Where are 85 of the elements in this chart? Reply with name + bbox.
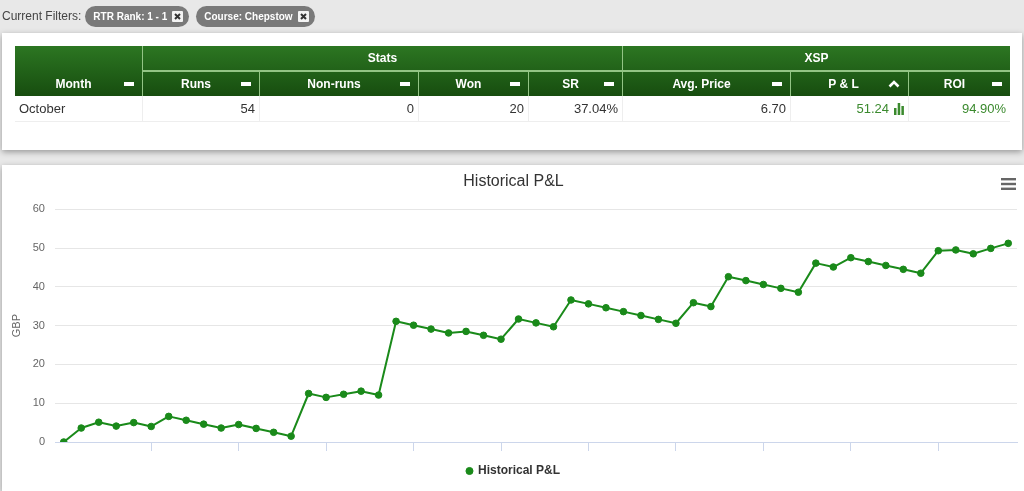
filter-chip: RTR Rank: 1 - 1 — [85, 5, 190, 27]
point — [654, 315, 663, 324]
text: 6.70 — [760, 101, 786, 116]
point — [777, 284, 785, 293]
category-label: ROI — [942, 77, 967, 91]
category-label: Runs — [180, 77, 212, 91]
text: 51.24 — [856, 101, 889, 116]
point — [374, 391, 383, 399]
point — [689, 298, 698, 307]
category-label: Won — [454, 77, 483, 91]
y-axis-title: GBP — [9, 313, 22, 338]
point — [864, 257, 873, 266]
point — [812, 259, 820, 267]
point — [619, 307, 628, 316]
point — [829, 263, 838, 271]
point — [77, 424, 86, 432]
point — [129, 418, 138, 427]
filter-chip: Course: Chepstow — [196, 5, 315, 27]
point — [287, 432, 295, 440]
point — [934, 246, 943, 255]
point — [847, 253, 855, 262]
y-tick-label: 50 — [32, 241, 45, 254]
legend-label: Historical P&L — [477, 463, 561, 478]
point — [917, 269, 925, 278]
point — [969, 250, 978, 258]
point — [427, 325, 435, 333]
point — [94, 418, 103, 427]
point — [444, 329, 453, 337]
point — [514, 315, 523, 323]
text: Stats — [142, 46, 622, 70]
category-label: Avg. Price — [671, 77, 732, 91]
text: 37.04% — [573, 101, 618, 116]
point — [986, 244, 995, 253]
point — [392, 317, 400, 326]
point — [322, 393, 330, 402]
text: 0 — [406, 101, 414, 116]
point — [269, 428, 278, 437]
point — [602, 303, 610, 312]
category-label: P & L — [827, 77, 860, 91]
point — [462, 327, 470, 336]
y-tick-label: 30 — [32, 318, 45, 331]
text: 54 — [240, 101, 255, 116]
point — [951, 246, 960, 254]
point — [479, 331, 488, 340]
text: 20 — [509, 101, 524, 116]
category-label: Non-runs — [306, 77, 362, 91]
y-tick-label: 40 — [32, 279, 45, 292]
chart-title: Historical P&L — [463, 172, 564, 190]
point — [794, 288, 803, 297]
point — [339, 390, 348, 399]
point — [672, 319, 680, 328]
point — [497, 335, 505, 343]
point — [532, 319, 540, 327]
point — [164, 412, 173, 421]
y-tick-label: 20 — [32, 357, 45, 370]
point — [304, 389, 313, 398]
point — [707, 302, 715, 311]
y-tick-label: 60 — [32, 202, 45, 215]
point — [637, 311, 645, 320]
point — [567, 296, 575, 304]
point — [252, 424, 260, 433]
point — [742, 276, 750, 285]
point — [1004, 239, 1013, 248]
point — [409, 321, 418, 330]
point — [549, 322, 558, 331]
point — [217, 424, 225, 432]
point — [357, 387, 365, 395]
text: 94.90% — [961, 101, 1006, 116]
category-label: SR — [561, 77, 580, 91]
point — [199, 420, 208, 428]
point — [584, 300, 593, 308]
point — [234, 420, 243, 429]
point — [759, 280, 768, 289]
y-tick-label: 10 — [32, 396, 45, 409]
point — [182, 416, 190, 425]
point — [147, 422, 155, 431]
point — [899, 265, 908, 274]
category-label: October — [19, 101, 66, 116]
point — [724, 272, 733, 281]
point — [882, 261, 890, 270]
y-tick-label: 0 — [38, 435, 45, 448]
text: Current Filters: — [2, 9, 82, 23]
text: XSP — [622, 46, 1010, 70]
point — [112, 422, 121, 430]
text: Month — [54, 76, 93, 91]
